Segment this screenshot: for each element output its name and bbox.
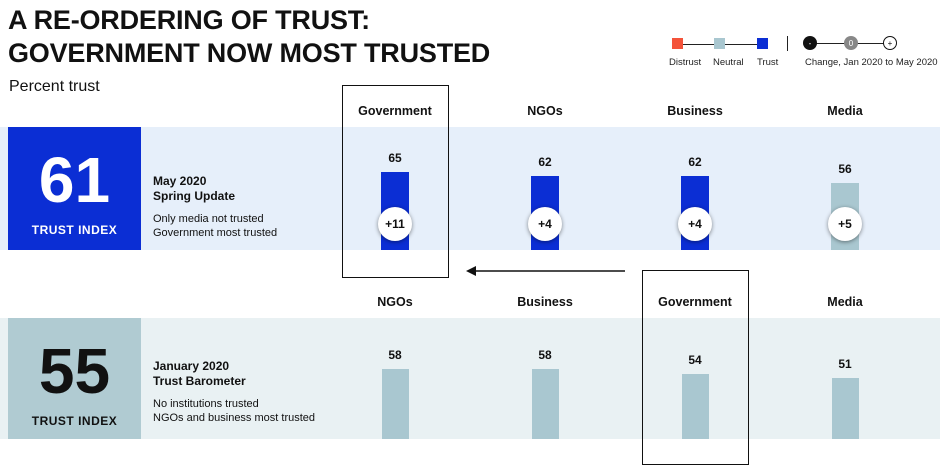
distrust-swatch bbox=[672, 38, 683, 49]
jan-value-government: 54 bbox=[688, 353, 702, 368]
may-title-2: Spring Update bbox=[153, 189, 236, 203]
may-value-business: 62 bbox=[688, 154, 702, 169]
may-header-business: Business bbox=[667, 104, 723, 118]
may-change-badge-ngos: +4 bbox=[528, 207, 562, 241]
may-title-1: May 2020 bbox=[153, 174, 207, 188]
may-description: May 2020 Spring Update Only media not tr… bbox=[153, 174, 277, 240]
government-highlight-may bbox=[342, 85, 449, 278]
may-value-media: 56 bbox=[838, 161, 852, 176]
may-change-badge-business: +4 bbox=[678, 207, 712, 241]
arrow-left-icon bbox=[466, 266, 625, 276]
plus-circle-icon: + bbox=[883, 36, 897, 50]
jan-value-business: 58 bbox=[538, 348, 552, 363]
jan-header-government: Government bbox=[658, 295, 732, 309]
jan-band bbox=[0, 318, 940, 439]
jan-title-1: January 2020 bbox=[153, 359, 230, 373]
distrust-label: Distrust bbox=[669, 57, 702, 68]
jan-index-value: 55 bbox=[38, 335, 111, 407]
may-value-government: 65 bbox=[388, 151, 402, 165]
jan-trust-index: 55 TRUST INDEX bbox=[8, 318, 141, 439]
jan-description: January 2020 Trust Barometer No institut… bbox=[153, 359, 315, 425]
legend-divider bbox=[787, 36, 788, 51]
jan-bar-government bbox=[681, 374, 709, 439]
jan-note-1: No institutions trusted bbox=[153, 398, 259, 410]
neutral-swatch bbox=[714, 38, 725, 49]
may-change-badge-government: +11 bbox=[378, 207, 412, 241]
zero-circle-icon: 0 bbox=[844, 36, 858, 50]
jan-header-ngos: NGOs bbox=[377, 295, 413, 309]
may-header-media: Media bbox=[827, 104, 863, 118]
may-note-1: Only media not trusted bbox=[153, 213, 264, 225]
jan-bar-media bbox=[831, 377, 859, 439]
may-header-government: Government bbox=[358, 104, 432, 118]
may-change-badge-media: +5 bbox=[828, 207, 862, 241]
jan-value-ngos: 58 bbox=[388, 348, 402, 363]
neutral-label: Neutral bbox=[713, 57, 744, 68]
may-band bbox=[0, 127, 940, 250]
jan-bar-business bbox=[531, 369, 559, 439]
jan-index-label: TRUST INDEX bbox=[31, 414, 118, 428]
may-note-2: Government most trusted bbox=[153, 227, 278, 239]
may-index-label: TRUST INDEX bbox=[31, 223, 118, 237]
jan-header-media: Media bbox=[827, 295, 863, 309]
trust-swatch bbox=[757, 38, 768, 49]
minus-circle-icon: - bbox=[803, 36, 817, 50]
jan-header-business: Business bbox=[517, 295, 573, 309]
may-value-ngos: 62 bbox=[538, 154, 552, 169]
jan-bar-ngos bbox=[381, 369, 409, 439]
jan-value-media: 51 bbox=[838, 356, 852, 371]
may-trust-index: 61 TRUST INDEX bbox=[8, 127, 141, 250]
government-highlight-jan bbox=[642, 270, 749, 465]
title-line-1: A RE-ORDERING OF TRUST: bbox=[8, 5, 370, 35]
may-header-ngos: NGOs bbox=[527, 104, 563, 118]
jan-note-2: NGOs and business most trusted bbox=[153, 412, 316, 424]
change-label: Change, Jan 2020 to May 2020 bbox=[805, 57, 938, 68]
trust-label: Trust bbox=[757, 57, 779, 68]
subtitle: Percent trust bbox=[9, 78, 100, 95]
may-index-value: 61 bbox=[38, 144, 111, 216]
jan-title-2: Trust Barometer bbox=[153, 374, 246, 388]
page-title: A RE-ORDERING OF TRUST: GOVERNMENT NOW M… bbox=[8, 4, 490, 70]
title-line-2: GOVERNMENT NOW MOST TRUSTED bbox=[8, 38, 491, 68]
